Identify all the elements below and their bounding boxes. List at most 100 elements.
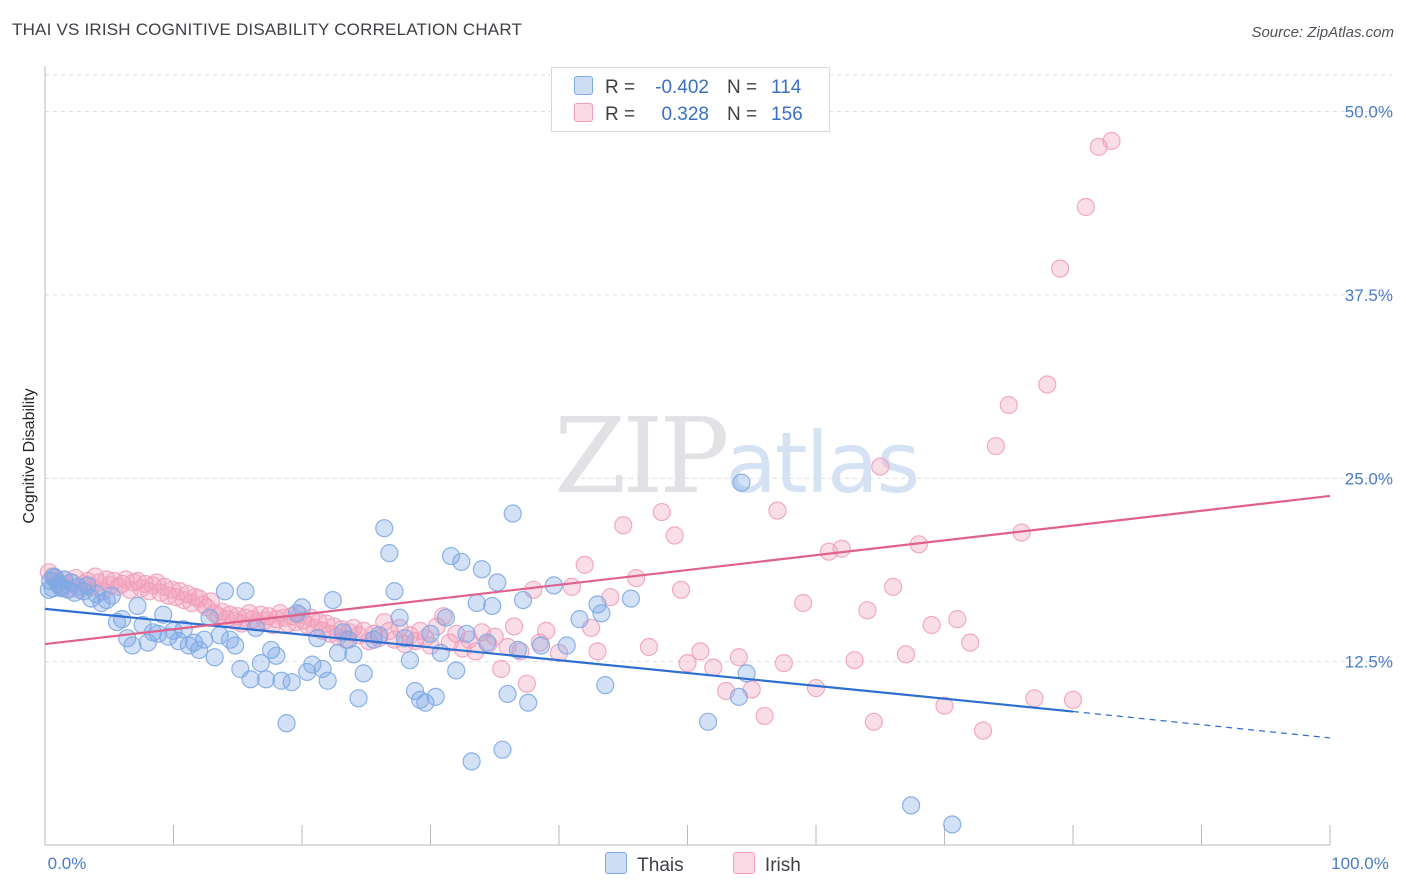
legend-swatch-irish (574, 103, 593, 122)
y-tick-label: 25.0% (1345, 469, 1393, 488)
series-legend-thais[interactable]: Thais (605, 852, 684, 877)
series-legend-irish[interactable]: Irish (732, 852, 801, 877)
legend-r-label: R = (605, 77, 636, 98)
irish-point (896, 645, 916, 664)
legend-r-value: 0.328 (661, 104, 709, 125)
irish-point (999, 395, 1018, 415)
thai-point (154, 605, 173, 624)
thai-point (112, 610, 132, 629)
thai-point (308, 629, 327, 648)
irish-point (1063, 690, 1083, 709)
irish-point (665, 526, 684, 545)
thai-point (405, 681, 425, 701)
thai-point (596, 676, 615, 695)
thais-trend-extension (1072, 710, 1331, 739)
thai-point (380, 544, 399, 563)
thai-point (318, 671, 337, 690)
thai-point (531, 636, 551, 655)
thai-point (236, 582, 255, 601)
series-swatch-thais (605, 852, 628, 874)
irish-point (864, 712, 883, 731)
thai-point (519, 693, 538, 712)
x-tick-label-max: 100.0% (1331, 854, 1389, 873)
thai-point (92, 593, 111, 613)
thai-point (226, 636, 245, 655)
thai-point (313, 659, 332, 679)
thai-point (107, 612, 127, 632)
thai-point (493, 740, 512, 759)
series-legend-label: Irish (764, 855, 801, 876)
irish-point (588, 642, 607, 661)
thai-point (375, 519, 394, 538)
thai-point (87, 585, 106, 604)
irish-point (575, 555, 594, 574)
thai-point (102, 586, 121, 605)
thai-point (729, 687, 749, 706)
thai-point (256, 670, 276, 689)
thai-point (472, 560, 491, 579)
irish-point (755, 706, 774, 726)
thai-point (503, 504, 522, 523)
thai-point (901, 796, 921, 815)
thai-point (123, 636, 142, 655)
x-tick-label-min: 0.0% (48, 854, 87, 873)
irish-point (704, 658, 723, 677)
irish-point (201, 592, 220, 611)
chart-source: Source: ZipAtlas.com (1251, 24, 1394, 41)
axes (44, 66, 1331, 846)
thai-point (732, 473, 751, 492)
irish-point (492, 659, 511, 679)
correlation-legend: R = -0.402 N = 114 R = 0.328 N = 156 (551, 67, 830, 132)
thai-point (323, 590, 342, 610)
irish-trend-line (44, 494, 1331, 646)
chart-title: THAI VS IRISH COGNITIVE DISABILITY CORRE… (12, 20, 523, 39)
irish-point (858, 601, 877, 620)
thai-point (277, 714, 296, 733)
thai-point (344, 645, 363, 664)
legend-n-value: 156 (771, 104, 803, 125)
thai-point (370, 626, 389, 645)
irish-point (639, 637, 659, 657)
irish-points (39, 131, 1121, 740)
thai-point (169, 632, 188, 651)
irish-point (845, 651, 864, 670)
thai-point (251, 654, 270, 673)
legend-n-label: N = (727, 77, 758, 98)
thai-point (441, 546, 461, 566)
irish-point (794, 593, 813, 613)
irish-point (768, 501, 787, 520)
thai-point (195, 630, 214, 649)
irish-point (871, 457, 890, 476)
thai-points (39, 473, 962, 834)
thai-point (488, 573, 507, 592)
irish-point (380, 621, 399, 640)
thai-point (426, 687, 445, 706)
y-tick-label: 50.0% (1345, 103, 1393, 122)
thai-point (483, 596, 502, 616)
thais-trend-line (44, 607, 1074, 713)
legend-n-value: 114 (771, 77, 802, 98)
thai-point (698, 712, 718, 731)
thai-point (508, 640, 527, 660)
thai-point (621, 589, 641, 608)
irish-point (806, 678, 826, 698)
thai-point (190, 640, 209, 660)
thai-point (570, 610, 589, 629)
y-tick-label: 37.5% (1345, 286, 1393, 305)
thai-point (159, 627, 178, 646)
series-legend: Thais Irish (0, 852, 1406, 877)
irish-point (517, 674, 536, 693)
irish-point (1025, 689, 1044, 708)
thai-point (349, 689, 368, 708)
thai-point (262, 640, 281, 660)
irish-point (652, 502, 671, 522)
series-swatch-irish (732, 852, 755, 874)
thai-point (436, 608, 456, 627)
thai-point (452, 552, 471, 572)
irish-point (986, 436, 1006, 456)
irish-point (626, 568, 646, 588)
irish-point (1076, 197, 1095, 217)
thai-point (421, 624, 440, 643)
thai-point (411, 690, 430, 709)
